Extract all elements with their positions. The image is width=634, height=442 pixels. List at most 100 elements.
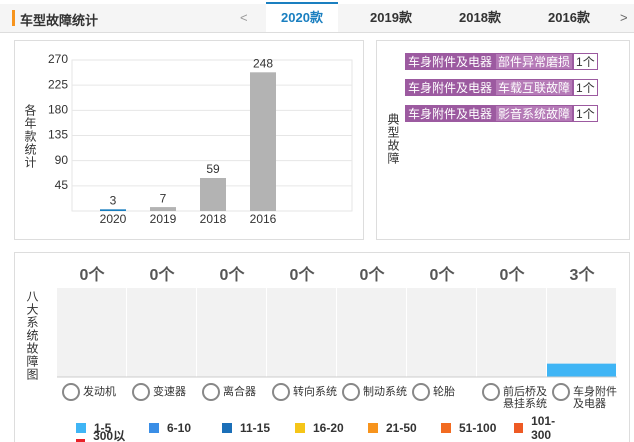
bar — [250, 72, 276, 211]
y-tick-label: 90 — [55, 153, 69, 167]
legend-swatch — [222, 423, 232, 433]
system-icon — [62, 383, 80, 401]
column-bg — [267, 288, 336, 377]
fault-name: 部件异常磨损 — [495, 53, 574, 70]
column-bg — [407, 288, 476, 377]
value-label: 0个 — [430, 265, 456, 284]
fault-item: 车身附件及电器 影音系统故障 1个 — [405, 105, 598, 122]
fault-category: 车身附件及电器 — [405, 53, 496, 70]
y-tick-label: 270 — [48, 52, 68, 66]
bar — [150, 207, 176, 211]
year-tab[interactable]: 2019款 — [370, 10, 412, 25]
value-label: 0个 — [80, 265, 106, 284]
legend-item: 51-100 — [425, 420, 498, 436]
legend-swatch — [514, 423, 524, 433]
prev-button[interactable]: < — [240, 10, 248, 25]
value-label: 59 — [206, 162, 220, 176]
y-tick-label: 135 — [48, 128, 68, 142]
year-tab[interactable]: 2020款 — [266, 2, 338, 32]
title-marker — [12, 10, 15, 26]
value-label: 0个 — [220, 265, 246, 284]
legend-swatch — [76, 439, 86, 442]
x-tick-label: 2018 — [200, 212, 227, 226]
legend: 1-5 6-10 11-15 16-20 21-50 51-100 101-300 300以上 — [60, 414, 630, 442]
legend-label: 300以上 — [93, 429, 126, 442]
year-tab[interactable]: 2018款 — [459, 10, 501, 25]
x-tick-label: 2020 — [100, 212, 127, 226]
bar — [200, 178, 226, 211]
system-icon — [272, 383, 290, 401]
column-bg — [57, 288, 126, 377]
system-panel — [14, 252, 630, 442]
value-label: 0个 — [500, 265, 526, 284]
y-tick-label: 225 — [48, 77, 68, 91]
fault-count: 1个 — [573, 53, 598, 70]
y-tick-label: 45 — [55, 178, 69, 192]
faults-panel: 典型故障 车身附件及电器 部件异常磨损 1个 车身附件及电器 车载互联故障 1个 车身附件及… — [376, 40, 630, 240]
legend-label: 1-5 — [94, 421, 112, 435]
bar — [547, 363, 616, 377]
fault-item: 车身附件及电器 车载互联故障 1个 — [405, 79, 598, 96]
system-category: 变速器 — [153, 386, 186, 398]
value-label: 3个 — [570, 265, 596, 284]
value-label: 3 — [110, 193, 117, 207]
system-icon — [412, 383, 430, 401]
x-tick-label: 2016 — [250, 212, 277, 226]
fault-count: 1个 — [573, 79, 598, 96]
y-tick-label: 180 — [48, 103, 68, 117]
fault-count: 1个 — [573, 105, 598, 122]
legend-label: 101-300 — [531, 414, 556, 442]
legend-label: 21-50 — [386, 421, 417, 435]
legend-label: 11-15 — [240, 421, 271, 435]
system-category: 车身附件及电器 — [573, 386, 617, 410]
column-bg — [337, 288, 406, 377]
y-axis-label: 各年款统计 — [23, 104, 37, 169]
next-button[interactable]: > — [620, 10, 628, 25]
legend-label: 51-100 — [459, 421, 497, 435]
system-category: 轮胎 — [433, 386, 455, 398]
fault-name: 车载互联故障 — [495, 79, 574, 96]
legend-swatch — [149, 423, 159, 433]
value-label: 248 — [253, 56, 273, 70]
system-icon — [552, 383, 570, 401]
bar — [100, 209, 126, 211]
legend-item: 16-20 — [279, 420, 352, 436]
system-icon — [132, 383, 150, 401]
faults-label: 典型故障 — [386, 113, 400, 165]
legend-swatch — [441, 423, 451, 433]
column-bg — [547, 288, 616, 377]
column-bg — [127, 288, 196, 377]
value-label: 0个 — [360, 265, 386, 284]
fault-name: 影音系统故障 — [495, 105, 574, 122]
legend-swatch — [76, 423, 86, 433]
legend-swatch — [368, 423, 378, 433]
legend-label: 16-20 — [313, 421, 344, 435]
value-label: 0个 — [150, 265, 176, 284]
system-category: 制动系统 — [363, 386, 407, 398]
value-label: 7 — [160, 191, 167, 205]
system-icon — [342, 383, 360, 401]
year-tab[interactable]: 2016款 — [548, 10, 590, 25]
fault-category: 车身附件及电器 — [405, 79, 496, 96]
system-category: 发动机 — [83, 386, 116, 398]
system-category: 离合器 — [223, 386, 256, 398]
system-category: 前后桥及悬挂系统 — [503, 386, 547, 410]
legend-item: 6-10 — [133, 420, 206, 436]
column-bg — [197, 288, 266, 377]
header-title: 车型故障统计 — [20, 13, 99, 28]
value-label: 0个 — [290, 265, 316, 284]
fault-category: 车身附件及电器 — [405, 105, 496, 122]
legend-item: 101-300 — [498, 414, 571, 442]
legend-item: 21-50 — [352, 420, 425, 436]
system-y-label: 八大系统故障图 — [25, 290, 39, 381]
system-category: 转向系统 — [293, 386, 337, 398]
column-bg — [477, 288, 546, 377]
fault-item: 车身附件及电器 部件异常磨损 1个 — [405, 53, 598, 70]
system-icon — [202, 383, 220, 401]
legend-label: 6-10 — [167, 421, 192, 435]
legend-swatch — [295, 423, 305, 433]
legend-item: 1-5 — [60, 420, 133, 436]
yearly-panel — [14, 40, 364, 240]
